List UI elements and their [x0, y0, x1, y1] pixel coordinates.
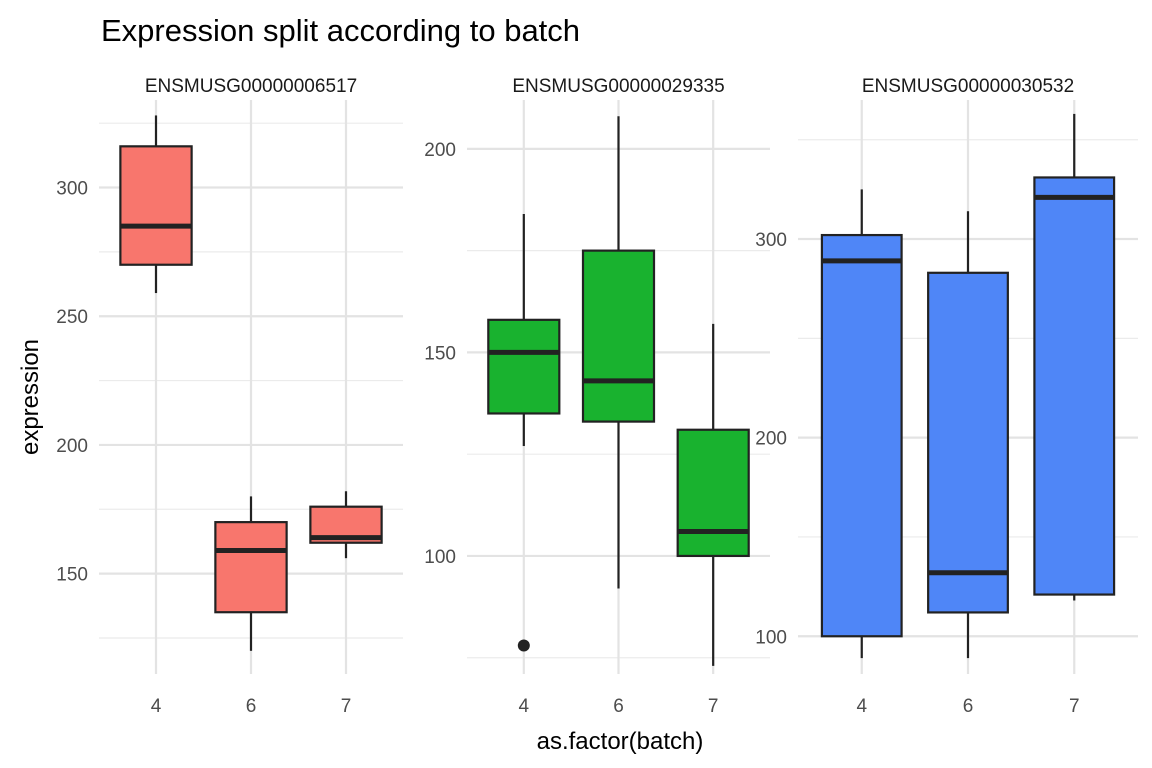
y-tick-label: 100	[424, 547, 456, 568]
y-tick-label: 150	[56, 565, 88, 586]
outlier-point	[517, 639, 530, 652]
facet-panels: 150 200 250 300 4 6 7 ENSMUSG00000006517 100 150 2…	[56, 76, 1138, 717]
x-tick-label: 4	[151, 696, 162, 717]
chart-title: Expression split according to batch	[101, 13, 580, 48]
x-tick-label: 6	[246, 696, 257, 717]
y-tick-label: 300	[755, 230, 787, 251]
facet-strip-label: ENSMUSG00000029335	[512, 76, 724, 97]
y-tick-label: 200	[56, 436, 88, 457]
facet-panel-3: 100 200 300 4 6 7 ENSMUSG00000030532	[755, 76, 1138, 717]
facet-panel-2: 100 150 200 4 6 7 ENSMUSG00000029335	[424, 76, 770, 717]
y-tick-label: 150	[424, 343, 456, 364]
x-tick-label: 7	[341, 696, 352, 717]
y-axis-label: expression	[17, 339, 44, 455]
facet-strip-label: ENSMUSG00000030532	[862, 76, 1074, 97]
box	[214, 521, 288, 614]
x-tick-label: 7	[1069, 696, 1080, 717]
box	[927, 271, 1009, 614]
y-tick-label: 100	[755, 627, 787, 648]
x-tick-label: 4	[856, 696, 867, 717]
y-tick-label: 250	[56, 307, 88, 328]
facet-panel-1: 150 200 250 300 4 6 7 ENSMUSG00000006517	[56, 76, 403, 717]
y-tick-label: 200	[424, 140, 456, 161]
box	[119, 145, 193, 266]
box	[581, 249, 656, 423]
y-tick-label: 300	[56, 179, 88, 200]
box	[487, 318, 561, 415]
box	[820, 233, 903, 638]
x-tick-label: 7	[708, 696, 719, 717]
box	[676, 428, 750, 558]
x-axis-label: as.factor(batch)	[537, 728, 704, 755]
x-tick-label: 6	[613, 696, 624, 717]
y-tick-label: 200	[755, 429, 787, 450]
x-tick-label: 6	[963, 696, 974, 717]
box	[1033, 176, 1116, 596]
x-tick-label: 4	[519, 696, 530, 717]
facet-strip-label: ENSMUSG00000006517	[145, 76, 357, 97]
